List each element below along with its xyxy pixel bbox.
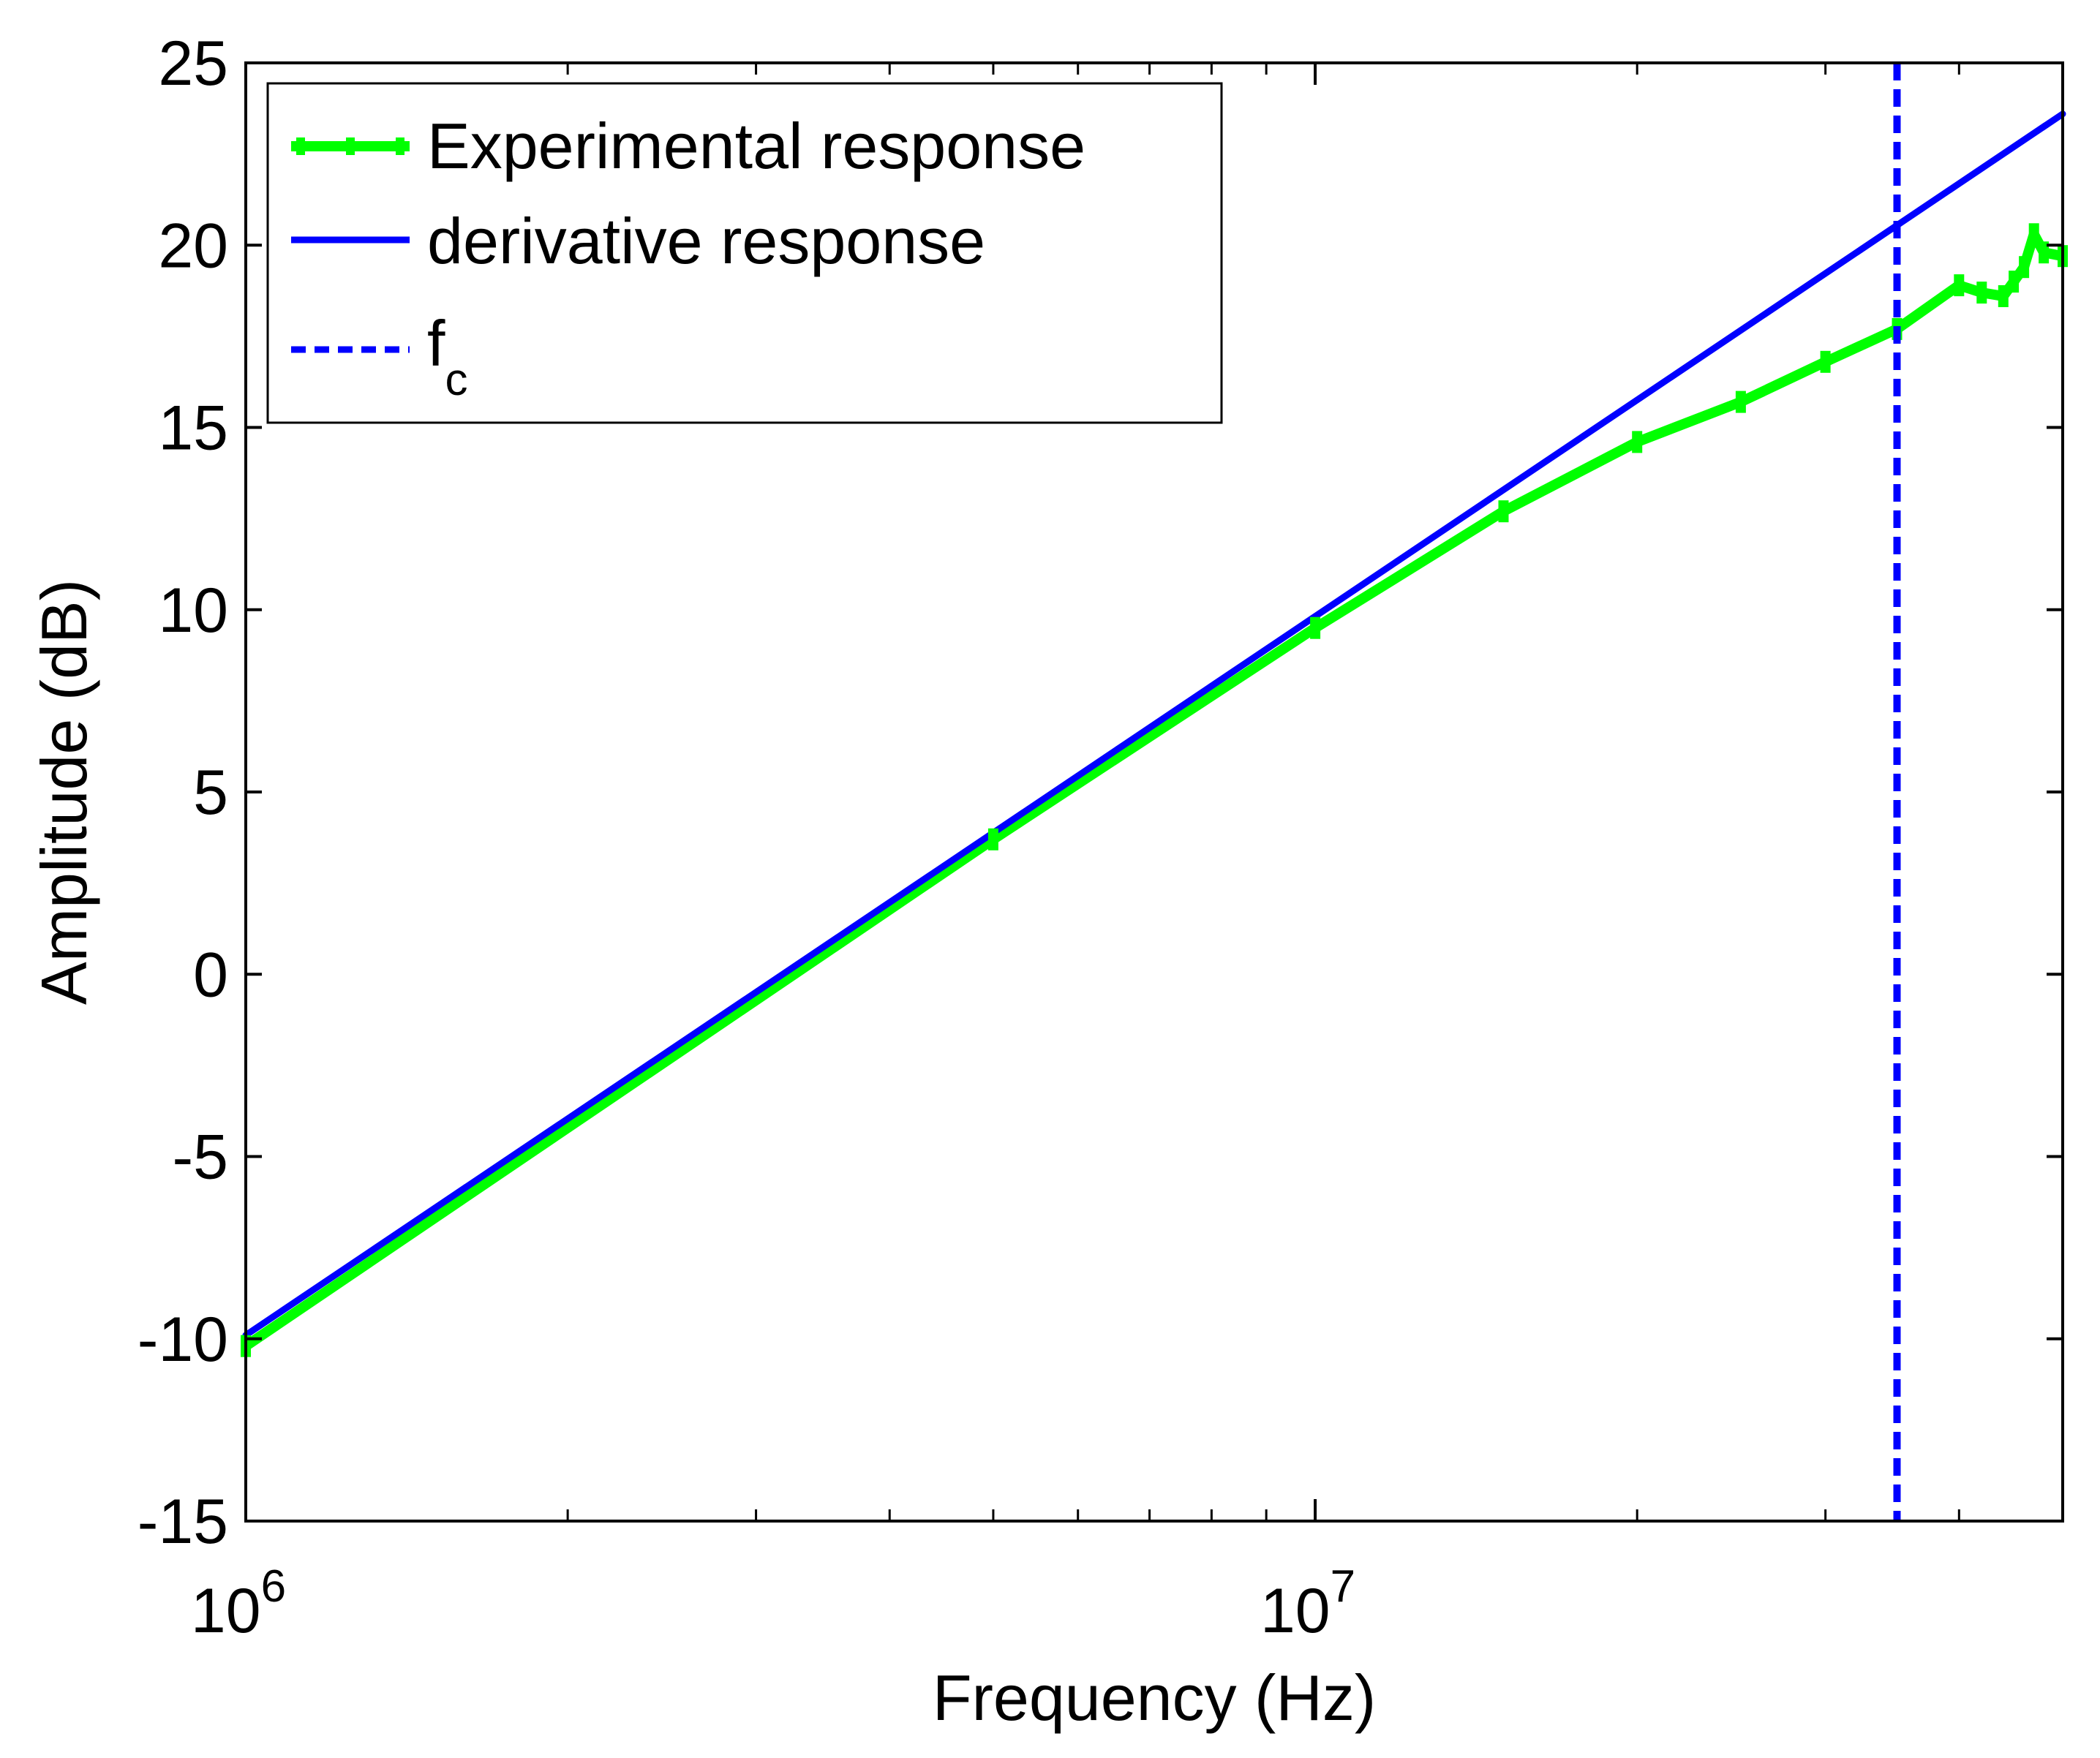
y-tick-label-6: 15 [158, 393, 228, 464]
plot-area [241, 63, 2068, 1521]
y-tick-label-7: 20 [158, 211, 228, 281]
y-tick-label-3: 0 [193, 940, 228, 1010]
data-point-0-6 [1820, 350, 1831, 373]
legend-label-derivative: derivative response [427, 205, 985, 277]
data-point-0-10 [1998, 285, 2009, 307]
legend-label-fc-subscript: c [445, 355, 467, 405]
data-point-0-9 [1976, 282, 1987, 304]
y-tick-label-5: 10 [158, 576, 228, 646]
data-point-0-11 [2009, 271, 2020, 293]
legend-label-experimental: Experimental response [427, 110, 1085, 182]
x-tick-label-exponent-0: 6 [261, 1561, 286, 1612]
data-point-0-12 [2019, 256, 2030, 279]
data-point-0-14 [2039, 241, 2050, 264]
y-tick-label-1: -10 [138, 1305, 228, 1375]
legend-marker-experimental-1 [296, 137, 305, 155]
x-tick-label-exponent-1: 7 [1331, 1561, 1355, 1612]
y-tick-label-0: -15 [138, 1487, 228, 1557]
legend-marker-experimental-2 [346, 137, 355, 155]
series-line-1 [242, 110, 2066, 1339]
data-point-0-8 [1954, 274, 1965, 297]
data-point-0-13 [2028, 223, 2039, 246]
x-tick-label-0: 106 [191, 1561, 286, 1646]
legend-box [266, 82, 1223, 424]
legend: Experimental response derivative respons… [266, 82, 1223, 424]
legend-label-fc-main: f [427, 307, 445, 380]
x-tick-label-1: 107 [1260, 1561, 1355, 1646]
data-point-0-1 [987, 828, 998, 850]
legend-marker-experimental-3 [396, 137, 404, 155]
x-tick-label-base-1: 10 [1260, 1576, 1331, 1646]
data-point-0-5 [1735, 391, 1746, 413]
data-point-0-3 [1498, 500, 1509, 523]
y-tick-label-8: 25 [158, 29, 228, 99]
legend-label-fc: fc [427, 307, 467, 405]
series-line-0 [241, 229, 2068, 1351]
y-tick-label-4: 5 [193, 758, 228, 828]
y-tick-label-2: -5 [173, 1123, 228, 1193]
x-tick-label-base-0: 10 [191, 1576, 261, 1646]
y-axis-label: Amplitude (dB) [28, 579, 100, 1005]
data-point-0-2 [1310, 616, 1321, 639]
x-axis-label: Frequency (Hz) [933, 1661, 1376, 1734]
data-point-0-4 [1632, 431, 1643, 453]
